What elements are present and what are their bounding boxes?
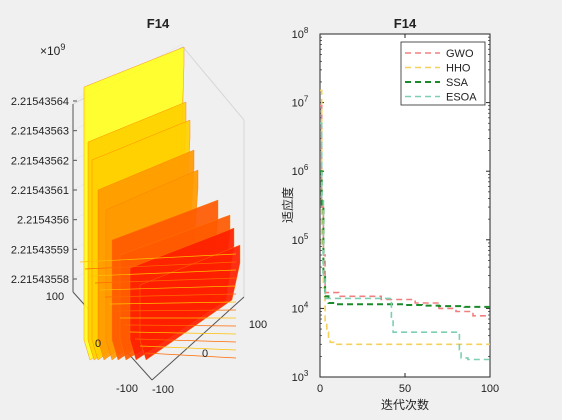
line-title: F14 bbox=[394, 16, 417, 31]
y-tick-label: -100 bbox=[152, 384, 174, 396]
surface-floor-line bbox=[139, 345, 237, 351]
surface-floor-line bbox=[84, 261, 237, 270]
z-tick-label: 2.21543563 bbox=[11, 126, 69, 138]
series-line-esoa bbox=[320, 122, 490, 361]
y-axis-line bbox=[151, 296, 245, 381]
surface-floor-line bbox=[134, 338, 237, 343]
surface-floor-line bbox=[144, 352, 237, 359]
surface-floor-line bbox=[89, 269, 237, 277]
box-top-back bbox=[182, 46, 245, 121]
y-axis-label: 适应度 bbox=[280, 187, 295, 223]
legend: GWO HHO SSA ESOA bbox=[400, 41, 486, 106]
z-tick-label: 2.21543558 bbox=[11, 274, 69, 286]
surface-floor-line bbox=[79, 253, 237, 263]
y-tick-label: 105 bbox=[292, 232, 309, 247]
z-tick-label: 2.21543564 bbox=[11, 96, 69, 108]
z-tick-label: 2.2154356 bbox=[17, 215, 69, 227]
convergence-panel: F14 0 50 100 103 104 105 106 107 108 迭代次数 适应度 GW… bbox=[280, 16, 499, 412]
surface-floor-line bbox=[99, 285, 237, 291]
x-tick-label: 100 bbox=[481, 383, 499, 395]
surface-mesh bbox=[79, 46, 241, 361]
y-tick-label: 0 bbox=[202, 348, 208, 360]
series-line-gwo bbox=[320, 104, 490, 317]
surface-floor-line bbox=[94, 277, 237, 284]
line-axis-ticks: 0 50 100 103 104 105 106 107 108 bbox=[292, 26, 500, 395]
surface-floor-line bbox=[104, 293, 237, 298]
line-series bbox=[320, 89, 490, 361]
z-tick-label: 2.21543562 bbox=[11, 155, 69, 167]
x-tick-label: 0 bbox=[317, 383, 323, 395]
surface-floor-line bbox=[124, 324, 237, 327]
x-axis-label: 迭代次数 bbox=[381, 397, 429, 412]
legend-label-hho: HHO bbox=[446, 63, 471, 75]
y-tick-label: 100 bbox=[249, 319, 267, 331]
legend-entries: GWO HHO SSA ESOA bbox=[405, 48, 477, 104]
z-exponent: ×109 bbox=[40, 42, 65, 58]
legend-label-ssa: SSA bbox=[446, 77, 469, 89]
y-tick-label: 107 bbox=[292, 95, 309, 110]
y-tick-label: 103 bbox=[292, 369, 309, 384]
surface-floor-line bbox=[129, 331, 237, 335]
surface-axis-ticks: 2.215435642.215435632.215435622.21543561… bbox=[11, 96, 267, 396]
x-tick-label: 100 bbox=[46, 291, 64, 303]
x-tick-label: 0 bbox=[95, 338, 101, 350]
surface-floor-line bbox=[114, 309, 237, 312]
legend-label-esoa: ESOA bbox=[446, 92, 477, 104]
x-tick-label: -100 bbox=[116, 383, 138, 395]
surface-title: F14 bbox=[147, 16, 170, 31]
series-line-hho bbox=[320, 89, 490, 346]
y-tick-label: 104 bbox=[292, 300, 309, 315]
y-tick-label: 106 bbox=[292, 163, 309, 178]
z-tick-label: 2.21543559 bbox=[11, 244, 69, 256]
legend-label-gwo: GWO bbox=[446, 48, 474, 60]
surface-floor-line bbox=[109, 301, 237, 305]
y-tick-label: 108 bbox=[292, 26, 309, 41]
surface-panel: F14 ×109 2.21543564 2.21543563 2.21543562 2… bbox=[11, 16, 267, 396]
z-tick-label: 2.21543561 bbox=[11, 185, 69, 197]
x-tick-label: 50 bbox=[399, 383, 411, 395]
